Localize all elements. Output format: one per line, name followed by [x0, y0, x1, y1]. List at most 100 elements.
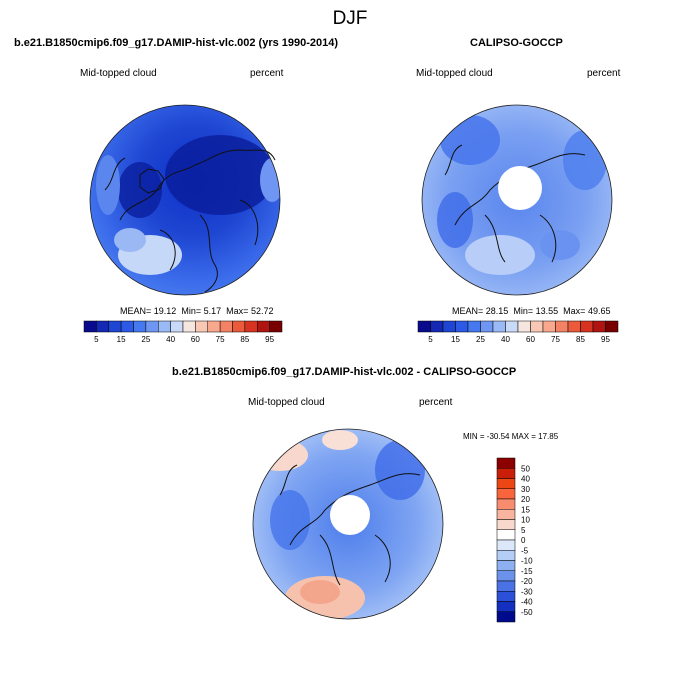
- panel3-colorbar-swatch: [496, 519, 516, 530]
- panel3-colorbar-tick-label: -10: [521, 557, 533, 566]
- panel2-colorbar-swatch: [430, 320, 444, 333]
- panel1-colorbar-tick-label: 75: [216, 335, 225, 344]
- panel3-colorbar-swatch: [496, 591, 516, 602]
- panel2-units-label: percent: [587, 68, 621, 79]
- panel3-colorbar-swatch: [496, 488, 516, 500]
- panel2-colorbar-tick-label: 15: [451, 335, 460, 344]
- panel3-colorbar-tick-label: 40: [521, 475, 530, 484]
- panel1-colorbar: 5 15 25 40 60 75 85 95: [83, 320, 283, 344]
- panel3-colorbar-tick-label: -15: [521, 567, 533, 576]
- panel1-colorbar-swatch: [195, 320, 208, 333]
- panel1-colorbar-swatch: [207, 320, 221, 333]
- panel2-colorbar-swatch: [592, 320, 606, 333]
- panel2-colorbar-swatch: [442, 320, 456, 333]
- panel2-colorbar-swatch: [467, 320, 481, 333]
- panel3-colorbar-swatch: [496, 509, 516, 520]
- panel3-colorbar-tick-label: 30: [521, 485, 530, 494]
- panel1-stats: MEAN= 19.12 Min= 5.17 Max= 52.72: [120, 306, 274, 316]
- panel3-colorbar-tick-label: -20: [521, 577, 533, 586]
- panel3-colorbar-tick-label: -50: [521, 608, 533, 617]
- panel1-units-label: percent: [250, 68, 284, 79]
- panel2-colorbar-swatch: [417, 320, 431, 333]
- panel3-variable-label: Mid-topped cloud: [248, 397, 325, 408]
- panel2-stats: MEAN= 28.15 Min= 13.55 Max= 49.65: [452, 306, 611, 316]
- panel2-colorbar: 5 15 25 40 60 75 85 95: [417, 320, 619, 344]
- panel3-colorbar-swatch: [496, 498, 516, 510]
- panel2-colorbar-swatch: [517, 320, 531, 333]
- panel1-colorbar-swatch: [133, 320, 147, 333]
- panel1-colorbar-swatch: [96, 320, 109, 333]
- panel2-colorbar-tick-label: 40: [501, 335, 510, 344]
- panel3-colorbar-tick-label: 15: [521, 505, 530, 514]
- panel3-colorbar-swatch: [496, 570, 516, 582]
- panel2-colorbar-swatch: [455, 320, 469, 333]
- panel1-colorbar-swatch: [219, 320, 233, 333]
- panel3-colorbar-tick-label: -40: [521, 598, 533, 607]
- panel1-colorbar-swatch: [108, 320, 122, 333]
- panel2-colorbar-tick-label: 25: [476, 335, 485, 344]
- panel2-colorbar-tick-label: 85: [576, 335, 585, 344]
- panel3-colorbar-swatch: [496, 457, 516, 469]
- figure-title: DJF: [332, 8, 368, 29]
- panel2-colorbar-swatch: [542, 320, 556, 333]
- panel1-title: b.e21.B1850cmip6.f09_g17.DAMIP-hist-vlc.…: [14, 37, 339, 49]
- panel1-colorbar-tick-label: 85: [240, 335, 249, 344]
- panel3-colorbar-swatch: [496, 580, 516, 592]
- panel1-colorbar-swatch: [170, 320, 184, 333]
- panel2-colorbar-swatch: [530, 320, 544, 333]
- panel1-colorbar-tick-label: 15: [117, 335, 126, 344]
- panel3-colorbar-swatch: [496, 529, 516, 541]
- panel3-title: b.e21.B1850cmip6.f09_g17.DAMIP-hist-vlc.…: [172, 366, 517, 378]
- panel1-colorbar-tick-label: 95: [265, 335, 274, 344]
- panel3-colorbar-tick-label: 50: [521, 464, 530, 473]
- panel1-variable-label: Mid-topped cloud: [80, 68, 157, 79]
- panel3-colorbar-tick-label: -30: [521, 587, 533, 596]
- panel1-colorbar-swatch: [182, 320, 196, 333]
- panel3-units-label: percent: [419, 397, 453, 408]
- panel2-title: CALIPSO-GOCCP: [470, 37, 563, 49]
- panel3-colorbar-swatch: [496, 478, 516, 489]
- panel2-colorbar-tick-label: 5: [428, 335, 433, 344]
- panel1-colorbar-swatch: [83, 320, 97, 333]
- panel3-colorbar-tick-label: 10: [521, 516, 530, 525]
- panel1-colorbar-swatch: [120, 320, 134, 333]
- panel1-colorbar-swatch: [145, 320, 159, 333]
- panel1-colorbar-tick-label: 25: [141, 335, 150, 344]
- panel1-colorbar-tick-label: 40: [166, 335, 175, 344]
- panel3-stats: MIN = -30.54 MAX = 17.85: [463, 432, 559, 441]
- panel3-colorbar-swatch: [496, 539, 516, 551]
- panel3-colorbar-swatch: [496, 601, 516, 612]
- panel2-colorbar-swatch: [605, 320, 619, 333]
- panel3-colorbar-swatch: [496, 468, 516, 479]
- panel3-colorbar-tick-label: 20: [521, 495, 530, 504]
- panel2-variable-label: Mid-topped cloud: [416, 68, 493, 79]
- panel1-colorbar-swatch: [269, 320, 283, 333]
- panel1-colorbar-tick-label: 60: [191, 335, 200, 344]
- panel3-colorbar-tick-label: 0: [521, 536, 526, 545]
- panel3-colorbar-swatch: [496, 560, 516, 571]
- panel2-colorbar-swatch: [580, 320, 594, 333]
- panel2-colorbar-swatch: [505, 320, 519, 333]
- panel1-colorbar-swatch: [232, 320, 246, 333]
- panel3-polar-map: [252, 428, 444, 620]
- panel1-colorbar-swatch: [257, 320, 270, 333]
- panel2-colorbar-tick-label: 95: [601, 335, 610, 344]
- panel1-colorbar-swatch: [158, 320, 171, 333]
- panel3-colorbar-tick-label: 5: [521, 526, 526, 535]
- panel2-colorbar-tick-label: 60: [526, 335, 535, 344]
- panel3-colorbar-swatch: [496, 611, 516, 623]
- panel2-colorbar-swatch: [567, 320, 581, 333]
- panel3-colorbar-swatch: [496, 550, 516, 561]
- panel2-colorbar-tick-label: 75: [551, 335, 560, 344]
- panel2-colorbar-swatch: [480, 320, 494, 333]
- panel3-colorbar-tick-label: -5: [521, 546, 529, 555]
- panel1-colorbar-tick-label: 5: [94, 335, 99, 344]
- panel2-colorbar-swatch: [555, 320, 569, 333]
- panel2-colorbar-swatch: [492, 320, 506, 333]
- panel1-polar-map: [89, 104, 281, 296]
- panel2-polar-map: [421, 104, 613, 296]
- panel1-colorbar-swatch: [244, 320, 258, 333]
